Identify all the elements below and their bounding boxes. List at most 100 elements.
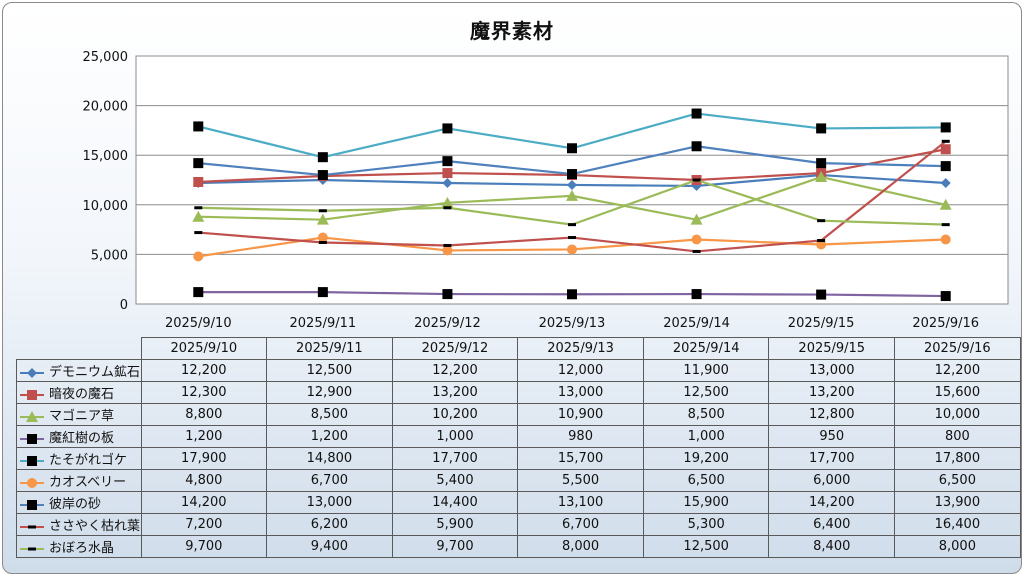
table-cell: 4,800: [140, 469, 268, 492]
legend-marker: [28, 547, 36, 550]
data-point: [941, 223, 950, 227]
table-cell: 12,200: [391, 359, 519, 382]
table-cell: 13,000: [517, 381, 644, 404]
table-cell: 17,700: [391, 447, 519, 470]
legend-cell: 魔紅樹の板: [16, 425, 142, 448]
x-tick-label: 2025/9/13: [539, 316, 606, 331]
legend-cell: おぼろ水晶: [16, 535, 142, 558]
data-point: [193, 121, 204, 132]
data-point: [442, 245, 453, 256]
x-tick-label: 2025/9/16: [912, 316, 979, 331]
data-point: [940, 144, 951, 155]
data-point: [691, 234, 702, 245]
data-point: [816, 289, 827, 300]
legend-key-icon: [20, 389, 44, 400]
legend-label: 魔紅樹の板: [49, 431, 115, 446]
data-point: [194, 231, 203, 235]
data-point: [815, 171, 828, 183]
data-point: [566, 189, 578, 201]
data-point: [567, 179, 577, 190]
legend-label: マゴニア草: [49, 409, 115, 424]
table-cell: 10,200: [391, 403, 519, 426]
table-row: たそがれゴケ 17,900 14,800 17,700 15,700 19,200 17,7…: [16, 447, 1021, 470]
data-point: [568, 236, 576, 240]
legend-label: ささやく枯れ葉: [49, 519, 141, 534]
table-cell: 15,900: [642, 491, 770, 514]
table-cell: 12,500: [642, 381, 770, 404]
data-point: [816, 123, 827, 134]
legend-label: 彼岸の砂: [49, 497, 102, 512]
table-cell: 8,400: [768, 535, 896, 558]
table-cell: 12,300: [140, 381, 268, 404]
legend-key-icon: [20, 367, 44, 378]
table-cell: 5,500: [517, 469, 644, 492]
table-cell: 13,900: [894, 491, 1021, 514]
legend-cell: たそがれゴケ: [16, 447, 142, 470]
data-point: [940, 177, 951, 188]
data-point: [568, 223, 576, 227]
legend-label: たそがれゴケ: [49, 453, 128, 468]
legend-label: カオスベリー: [49, 475, 127, 490]
y-tick-label: 25,000: [83, 50, 129, 65]
table-cell: 8,500: [266, 403, 393, 426]
table-row: 暗夜の魔石 12,300 12,900 13,200 13,000 12,500 13,20…: [16, 381, 1021, 404]
data-table: 2025/9/10 2025/9/11 2025/9/12 2025/9/13 2025…: [16, 337, 1021, 558]
data-point: [940, 161, 951, 172]
data-point: [316, 213, 329, 225]
data-point: [193, 287, 204, 298]
table-cell: 10,000: [894, 403, 1021, 426]
table-cell: 12,000: [517, 359, 644, 382]
legend-key-icon: [20, 525, 44, 528]
legend-key-icon: [20, 433, 44, 444]
y-tick-label: 10,000: [83, 199, 129, 214]
table-row: デモニウム鉱石 12,200 12,500 12,200 12,000 11,900 13,…: [16, 359, 1021, 382]
data-point: [317, 152, 328, 163]
y-tick-label: 15,000: [83, 149, 129, 164]
legend-cell: ささやく枯れ葉: [16, 513, 142, 536]
data-point: [940, 234, 951, 245]
data-point: [442, 123, 453, 134]
table-column-header: 2025/9/13: [517, 337, 644, 360]
data-point: [192, 210, 205, 222]
table-cell: 8,500: [642, 403, 770, 426]
table-cell: 5,400: [391, 469, 519, 492]
data-point: [443, 243, 452, 247]
legend-marker: [27, 499, 37, 510]
data-point: [442, 168, 453, 179]
legend-marker: [27, 455, 37, 466]
table-cell: 14,800: [266, 447, 393, 470]
table-header-row: 2025/9/10 2025/9/11 2025/9/12 2025/9/13 2025…: [16, 337, 1021, 360]
table-cell: 14,200: [140, 491, 268, 514]
x-tick-label: 2025/9/10: [165, 316, 232, 331]
legend-cell: デモニウム鉱石: [16, 359, 142, 382]
data-point: [317, 170, 328, 181]
data-point: [317, 232, 328, 243]
legend-key-icon: [20, 410, 44, 422]
data-point: [691, 141, 702, 152]
legend-key-icon: [20, 547, 44, 550]
table-cell: 9,700: [140, 535, 268, 558]
table-cell: 13,000: [266, 491, 393, 514]
table-cell: 9,700: [391, 535, 519, 558]
table-row: マゴニア草 8,800 8,500 10,200 10,900 8,500 12,800 10…: [16, 403, 1021, 426]
table-cell: 12,200: [894, 359, 1021, 382]
table-cell: 950: [768, 425, 896, 448]
table-corner: [16, 337, 142, 360]
legend-label: デモニウム鉱石: [49, 365, 141, 380]
table-cell: 12,900: [266, 381, 393, 404]
table-row: 彼岸の砂 14,200 13,000 14,400 13,100 15,900 14,200…: [16, 491, 1021, 514]
y-tick-label: 5,000: [91, 248, 128, 263]
table-cell: 19,200: [642, 447, 770, 470]
table-cell: 6,200: [266, 513, 393, 536]
legend-key-icon: [20, 455, 44, 466]
table-cell: 6,400: [768, 513, 896, 536]
legend-marker: [27, 367, 37, 378]
table-cell: 1,000: [642, 425, 770, 448]
table-cell: 1,200: [140, 425, 268, 448]
legend-marker: [28, 525, 36, 528]
table-cell: 17,700: [768, 447, 896, 470]
table-cell: 8,000: [517, 535, 644, 558]
legend-key-icon: [20, 477, 44, 488]
table-cell: 5,300: [642, 513, 770, 536]
